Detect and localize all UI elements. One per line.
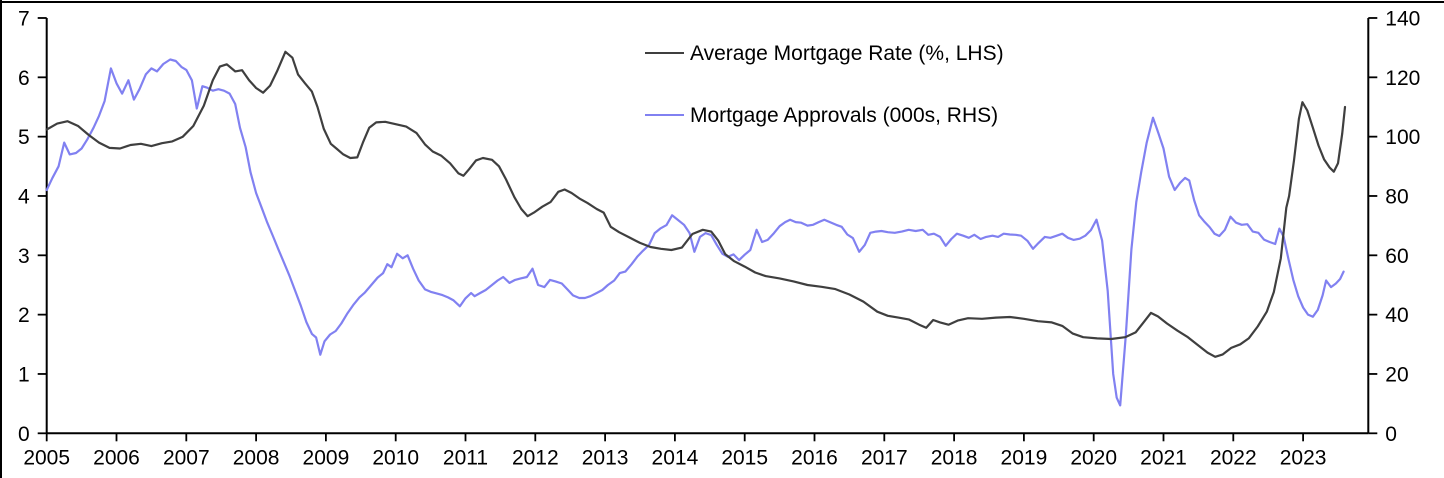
mortgage-rate-line — [45, 50, 1347, 358]
x-tick-label: 2023 — [1280, 446, 1327, 469]
left-axis-ticks: 0 1 2 3 4 5 6 7 — [18, 7, 47, 446]
right-tick-label: 80 — [1385, 185, 1408, 208]
x-tick-label: 2019 — [1001, 446, 1048, 469]
left-tick-label: 2 — [18, 304, 30, 327]
x-tick-label: 2016 — [791, 446, 838, 469]
x-tick-label: 2009 — [303, 446, 350, 469]
x-tick-label: 2011 — [443, 446, 488, 469]
right-axis-ticks: 0 20 40 60 80 100 120 140 — [1368, 7, 1420, 446]
x-tick-label: 2008 — [233, 446, 280, 469]
x-axis-ticks: 2005 2006 2007 2008 2009 2010 2011 2012 2013 2014… — [23, 433, 1326, 469]
x-tick-label: 2006 — [93, 446, 140, 469]
mortgage-approvals-line — [45, 58, 1345, 407]
left-tick-label: 3 — [18, 245, 30, 268]
x-tick-label: 2005 — [23, 446, 70, 469]
x-tick-label: 2022 — [1210, 446, 1257, 469]
left-tick-label: 4 — [18, 185, 30, 208]
right-tick-label: 140 — [1385, 7, 1420, 30]
left-tick-label: 1 — [18, 363, 30, 386]
x-tick-label: 2010 — [372, 446, 419, 469]
right-tick-label: 40 — [1385, 304, 1408, 327]
x-tick-label: 2012 — [512, 446, 559, 469]
right-tick-label: 0 — [1385, 423, 1397, 446]
x-tick-label: 2014 — [652, 446, 699, 469]
left-tick-label: 0 — [18, 423, 30, 446]
approvals-legend-label: Mortgage Approvals (000s, RHS) — [690, 104, 998, 127]
right-tick-label: 60 — [1385, 245, 1408, 268]
rate-legend-label: Average Mortgage Rate (%, LHS) — [690, 42, 1004, 65]
right-tick-label: 100 — [1385, 126, 1420, 149]
x-tick-label: 2021 — [1140, 446, 1187, 469]
x-tick-label: 2007 — [163, 446, 210, 469]
left-tick-label: 5 — [18, 126, 30, 149]
x-tick-label: 2017 — [861, 446, 908, 469]
x-tick-label: 2018 — [931, 446, 978, 469]
legend: Average Mortgage Rate (%, LHS) Mortgage … — [645, 42, 1004, 127]
x-tick-label: 2020 — [1070, 446, 1117, 469]
x-tick-label: 2013 — [582, 446, 629, 469]
left-tick-label: 7 — [18, 7, 30, 30]
x-tick-label: 2015 — [721, 446, 768, 469]
right-tick-label: 120 — [1385, 67, 1420, 90]
left-tick-label: 6 — [18, 67, 30, 90]
right-tick-label: 20 — [1385, 363, 1408, 386]
